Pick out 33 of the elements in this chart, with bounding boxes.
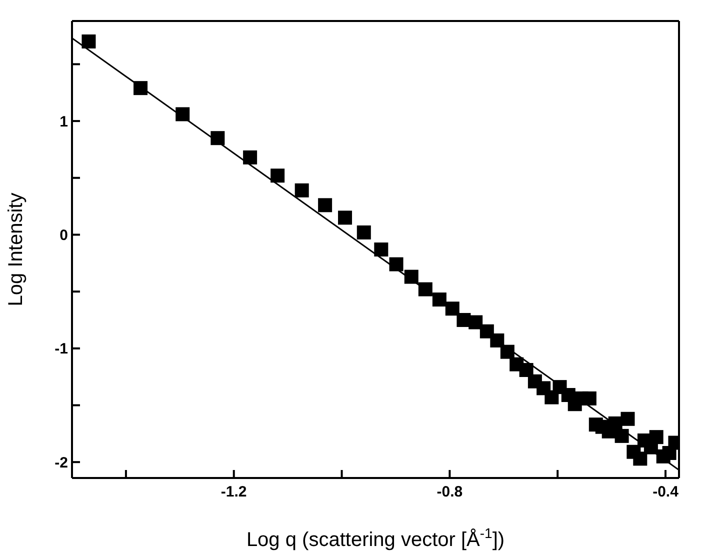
point xyxy=(582,391,596,406)
point xyxy=(519,363,534,378)
point xyxy=(468,315,483,330)
y-axis-title: Log Intensity xyxy=(5,192,27,306)
point xyxy=(389,257,404,272)
point xyxy=(338,210,352,225)
point xyxy=(294,183,309,198)
x-tick-label: -0.4 xyxy=(652,484,680,501)
y-tick-label: 0 xyxy=(60,227,68,244)
point xyxy=(243,150,258,164)
point xyxy=(210,131,225,146)
point xyxy=(620,412,635,426)
point xyxy=(445,302,460,316)
point xyxy=(134,81,148,96)
point xyxy=(270,168,285,183)
y-tick-label: 1 xyxy=(60,113,68,130)
point xyxy=(544,390,559,404)
y-tick-label: -1 xyxy=(54,340,68,358)
y-tick-label: -2 xyxy=(54,454,68,472)
point xyxy=(404,270,418,284)
point xyxy=(432,292,446,307)
point xyxy=(356,225,371,240)
point xyxy=(490,333,504,348)
point xyxy=(633,452,648,466)
point xyxy=(500,344,514,359)
point xyxy=(418,282,432,296)
x-tick-label: -1.2 xyxy=(220,484,247,501)
x-axis-title: Log q (scattering vector [Å$^{-1}$]) xyxy=(246,525,505,551)
point xyxy=(176,107,190,122)
x-tick-label: -0.8 xyxy=(436,484,463,501)
point xyxy=(82,34,96,48)
point xyxy=(318,198,332,212)
point xyxy=(374,242,388,256)
